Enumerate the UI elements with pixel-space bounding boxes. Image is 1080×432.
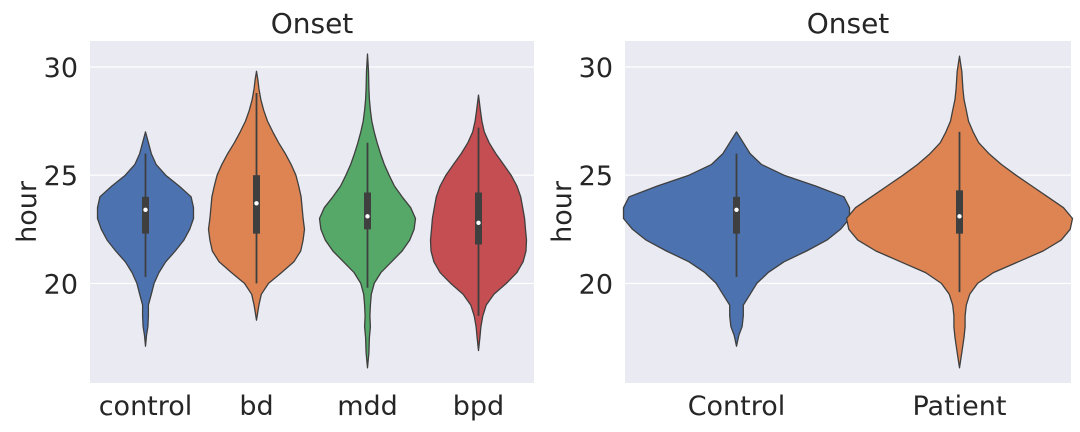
median-dot-mdd	[365, 214, 370, 219]
iqr-box-control	[142, 196, 149, 234]
median-dot-bd	[254, 201, 259, 206]
x-tick-label-control: control	[99, 391, 193, 422]
median-dot-Control	[734, 207, 739, 213]
y-tick-label: 25	[44, 161, 78, 192]
iqr-box-bpd	[475, 192, 482, 245]
x-tick-label-bpd: bpd	[453, 391, 504, 422]
median-dot-control	[143, 207, 148, 213]
right-violin-panel: 20 25 30 hour Onset Control Patient	[547, 7, 1074, 422]
y-tick-label: 20	[579, 269, 613, 300]
y-axis-label: hour	[12, 180, 43, 243]
iqr-box-mdd	[364, 192, 371, 230]
x-tick-label-bd: bd	[239, 391, 273, 422]
chart-title: Onset	[271, 7, 354, 40]
y-tick-label: 20	[44, 269, 78, 300]
x-tick-label-mdd: mdd	[337, 391, 398, 422]
y-axis-label: hour	[547, 180, 578, 243]
left-violin-panel: 20 25 30 hour Onset control bd mdd bpd	[12, 7, 534, 422]
iqr-box-Patient	[956, 190, 963, 234]
y-tick-label: 30	[579, 53, 613, 84]
x-tick-label-Control: Control	[688, 391, 786, 422]
y-tick-label: 30	[44, 53, 78, 84]
y-tick-label: 25	[579, 161, 613, 192]
x-tick-label-Patient: Patient	[912, 391, 1006, 422]
median-dot-bpd	[476, 220, 481, 226]
median-dot-Patient	[957, 214, 962, 219]
chart-title: Onset	[807, 7, 890, 40]
iqr-box-Control	[733, 196, 740, 234]
